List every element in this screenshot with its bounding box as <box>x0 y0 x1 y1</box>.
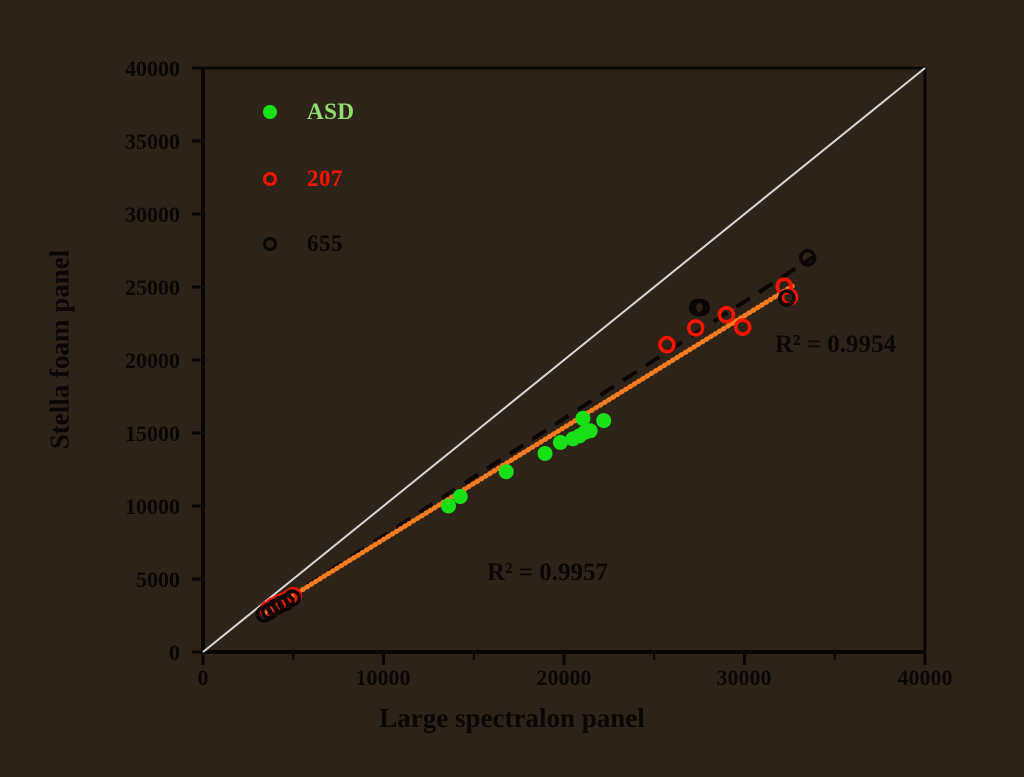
legend-entry-655[interactable]: 655 <box>263 231 343 257</box>
y-tick-label: 35000 <box>125 129 180 154</box>
x-tick-label: 20000 <box>536 665 592 690</box>
y-tick-label: 30000 <box>125 202 180 227</box>
data-point-207[interactable] <box>717 305 736 324</box>
data-point-655[interactable] <box>798 249 817 267</box>
y-tick-label: 25000 <box>125 275 180 300</box>
y-tick-label: 5000 <box>136 567 180 592</box>
data-point-207[interactable] <box>687 319 705 337</box>
data-point-ASD[interactable] <box>575 410 591 426</box>
x-tick-label: 40000 <box>897 665 953 690</box>
data-point-ASD[interactable] <box>596 413 612 429</box>
data-point-655[interactable] <box>778 289 796 307</box>
data-point-655[interactable] <box>283 589 302 607</box>
y-tick-label: 20000 <box>125 348 180 373</box>
legend-marker-open-circle-icon <box>263 172 277 186</box>
y-tick-label: 15000 <box>125 421 180 446</box>
legend-marker-open-circle-icon <box>263 237 277 251</box>
x-tick-label: 30000 <box>716 665 772 690</box>
legend-marker-filled-circle-icon <box>263 105 277 119</box>
data-point-655[interactable] <box>692 298 710 317</box>
trendline-one-to-one-line <box>202 67 926 653</box>
y-tick-label: 0 <box>169 640 180 665</box>
x-tick-label: 0 <box>197 665 209 690</box>
data-point-ASD[interactable] <box>582 423 598 439</box>
legend-entry-207[interactable]: 207 <box>263 166 343 192</box>
annotation-r2-lower: R² = 0.9957 <box>487 559 609 586</box>
y-axis-title: Stella foam panel <box>44 249 75 450</box>
legend-label-207: 207 <box>307 166 343 191</box>
data-point-ASD[interactable] <box>537 445 553 461</box>
legend-label-655: 655 <box>307 231 343 256</box>
x-axis-title: Large spectralon panel <box>379 703 645 733</box>
y-tick-label: 40000 <box>125 56 180 81</box>
y-tick-label: 10000 <box>125 494 180 519</box>
x-tick-label: 10000 <box>355 665 411 690</box>
legend-entry-asd[interactable]: ASD <box>263 99 355 125</box>
annotation-r2-upper: R² = 0.9954 <box>775 331 897 358</box>
trendline-207-trend <box>261 283 796 616</box>
data-point-ASD[interactable] <box>552 434 568 450</box>
data-point-207[interactable] <box>733 318 752 336</box>
data-point-ASD[interactable] <box>440 498 456 514</box>
data-point-207[interactable] <box>658 335 676 354</box>
data-point-ASD[interactable] <box>452 489 468 505</box>
legend-label-asd: ASD <box>307 99 355 124</box>
data-point-ASD[interactable] <box>498 464 514 480</box>
